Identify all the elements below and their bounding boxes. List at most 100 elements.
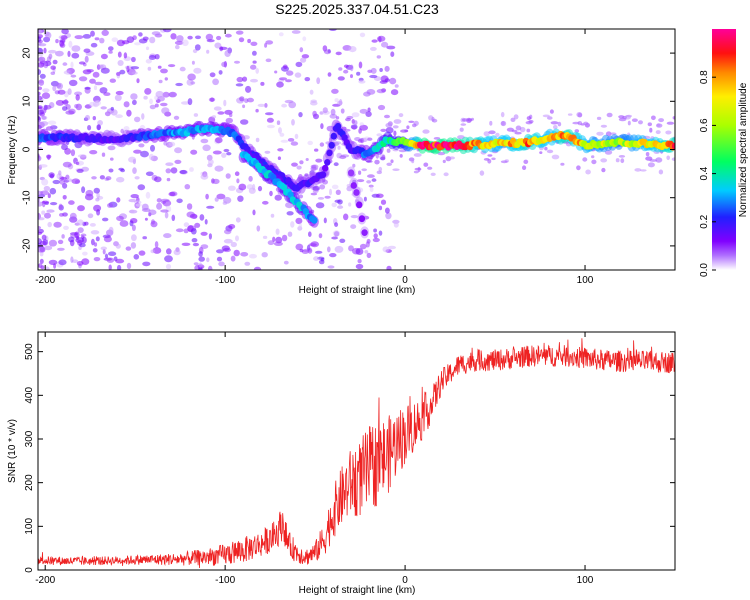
spectrogram-noise-blob [381, 154, 386, 160]
spectrogram-noise-blob [236, 178, 240, 184]
spectrogram-noise-blob [365, 241, 370, 248]
spectrogram-noise-blob [225, 117, 233, 124]
spectrogram-x-tick-label: -200 [35, 275, 55, 286]
spectrogram-noise-blob [187, 98, 193, 106]
spectrogram-noise-blob [369, 74, 378, 79]
spectrogram-noise-blob [145, 46, 150, 51]
spectrogram-noise-blob [46, 209, 55, 213]
spectrogram-noise-blob [278, 127, 282, 134]
spectrogram-noise-blob [145, 59, 152, 64]
spectrogram-noise-blob [226, 152, 232, 156]
spectrogram-noise-blob [165, 168, 172, 174]
spectrogram-noise-blob [417, 166, 421, 172]
spectrogram-noise-blob [645, 152, 650, 157]
spectrogram-noise-blob [183, 228, 189, 234]
spectrogram-noise-blob [91, 176, 97, 180]
spectrogram-noise-blob [350, 224, 357, 230]
spectrogram-noise-blob [331, 202, 337, 208]
spectrogram-noise-blob [298, 223, 302, 230]
spectrogram-noise-blob [319, 184, 326, 190]
spectrogram-noise-blob [137, 184, 146, 191]
spectrogram-noise-blob [149, 104, 156, 110]
spectrogram-noise-blob [224, 50, 231, 57]
spectrogram-noise-blob [134, 116, 141, 123]
spectrogram-noise-blob [130, 242, 137, 249]
spectrogram-noise-blob [181, 39, 189, 47]
spectrogram-noise-blob [138, 143, 145, 148]
spectrogram-noise-blob [651, 115, 656, 121]
spectrogram-noise-blob [312, 110, 317, 117]
spectrogram-noise-blob [123, 52, 128, 59]
spectrogram-noise-blob [219, 46, 228, 51]
snr-y-tick-label: 100 [24, 518, 35, 535]
spectrogram-noise-blob [290, 141, 299, 146]
spectrogram-noise-blob [41, 115, 48, 120]
spectrogram-noise-blob [74, 35, 84, 40]
spectrogram-noise-blob [212, 150, 222, 155]
spectrogram-noise-blob [184, 184, 191, 190]
spectrogram-noise-blob [398, 113, 404, 118]
spectrogram-noise-blob [357, 139, 363, 143]
spectrogram-noise-blob [576, 112, 583, 118]
spectrogram-noise-blob [44, 105, 52, 110]
spectrogram-noise-blob [376, 133, 383, 137]
spectrogram-noise-blob [205, 33, 214, 41]
spectrogram-noise-blob [343, 64, 349, 68]
spectrogram-noise-blob [119, 69, 126, 75]
spectrogram-noise-blob [90, 230, 100, 235]
spectrogram-noise-blob [378, 36, 382, 43]
spectrogram-noise-blob [442, 159, 446, 164]
spectrogram-noise-blob [193, 113, 199, 117]
spectrogram-noise-blob [367, 174, 375, 178]
spectrogram-noise-blob [95, 100, 101, 106]
spectrogram-noise-blob [596, 131, 604, 136]
spectrogram-noise-blob [250, 41, 258, 46]
spectrogram-noise-blob [257, 185, 263, 192]
spectrogram-noise-blob [291, 119, 295, 126]
ridge-point [322, 164, 329, 172]
spectrogram-noise-blob [553, 125, 558, 130]
ridge-point [671, 142, 675, 150]
spectrogram-noise-blob [369, 186, 374, 192]
spectrogram-noise-blob [264, 43, 268, 48]
spectrogram-noise-blob [335, 51, 342, 56]
spectrogram-noise-blob [337, 100, 343, 106]
spectrogram-noise-blob [42, 239, 49, 246]
spectrogram-noise-blob [154, 241, 159, 248]
spectrogram-noise-blob [560, 162, 565, 166]
spectrogram-noise-blob [376, 88, 386, 94]
spectrogram-noise-blob [135, 203, 142, 207]
spectrogram-noise-blob [412, 123, 417, 128]
spectrogram-noise-blob [150, 249, 155, 254]
spectrogram-noise-blob [57, 89, 66, 95]
spectrogram-noise-blob [52, 59, 58, 65]
spectrogram-noise-blob [666, 155, 670, 161]
colorbar-gradient [712, 29, 736, 270]
spectrogram-noise-blob [287, 231, 293, 237]
spectrogram-noise-blob [366, 89, 376, 95]
spectrogram-noise-blob [257, 103, 266, 107]
spectrogram-noise-blob [514, 131, 522, 135]
spectrogram-noise-blob [246, 184, 254, 190]
snr-y-axis-label: SNR (10 * v/v) [7, 419, 18, 483]
spectrogram-noise-blob [47, 193, 51, 199]
spectrogram-noise-blob [273, 241, 283, 246]
spectrogram-noise-blob [267, 240, 275, 246]
spectrogram-noise-blob [337, 205, 344, 209]
spectrogram-noise-blob [90, 42, 98, 48]
spectrogram-noise-blob [269, 190, 273, 197]
spectrogram-noise-blob [359, 243, 367, 250]
spectrogram-noise-blob [310, 241, 320, 248]
spectrogram-noise-blob [551, 154, 560, 160]
spectrogram-noise-blob [549, 109, 554, 114]
spectrogram-noise-blob [128, 198, 137, 203]
spectrogram-noise-blob [665, 130, 672, 135]
spectrogram-noise-blob [307, 140, 314, 146]
spectrogram-noise-blob [212, 78, 220, 86]
spectrogram-noise-blob [218, 261, 225, 267]
spectrogram-noise-blob [413, 170, 419, 174]
spectrogram-noise-blob [198, 256, 205, 262]
spectrogram-noise-blob [58, 170, 62, 176]
spectrogram-noise-blob [364, 250, 369, 254]
spectrogram-noise-blob [252, 50, 257, 56]
